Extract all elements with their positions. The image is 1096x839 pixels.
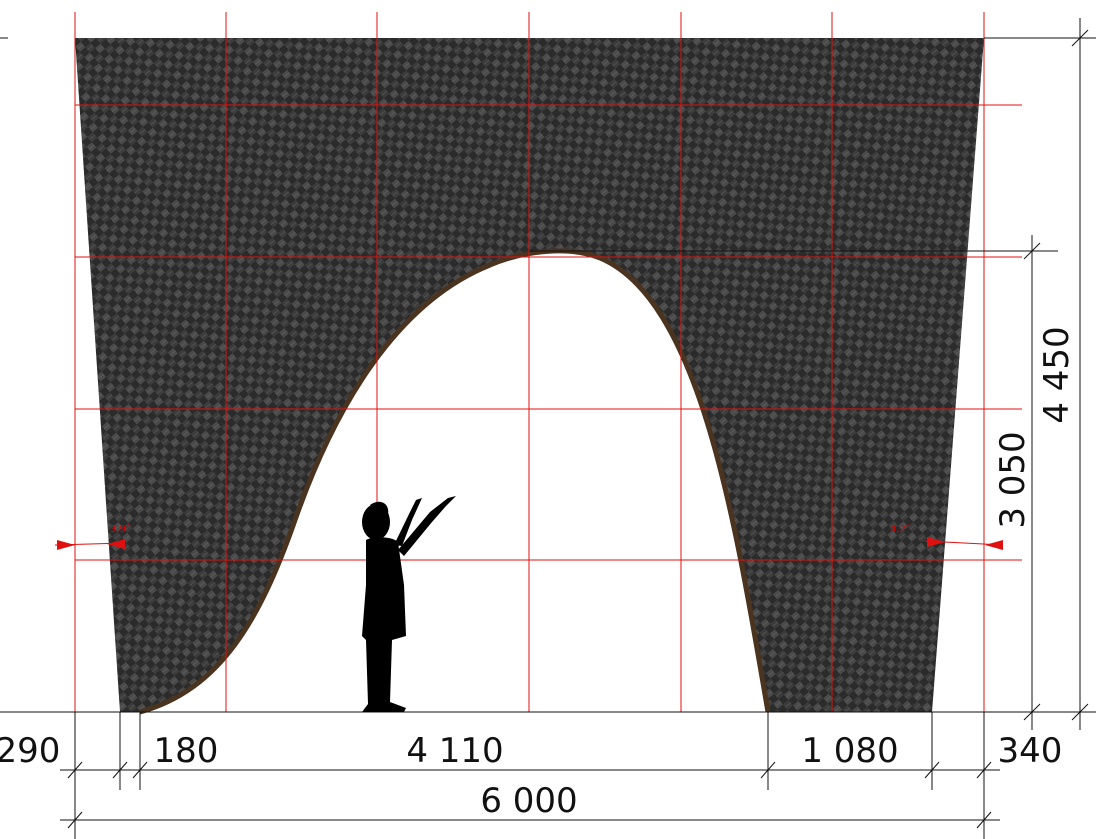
dim-right-offset: 340 xyxy=(998,731,1063,771)
carbon-panel xyxy=(75,38,984,712)
left-angle-marker: 3,9° xyxy=(54,524,131,550)
reference-lines xyxy=(0,37,1096,713)
dim-opening-width: 4 110 xyxy=(406,731,503,771)
left-angle-label: 3,9° xyxy=(110,524,131,535)
width-dimension-chain xyxy=(60,712,1000,839)
dim-opening-height: 3 050 xyxy=(993,431,1033,528)
dim-left-taper: 180 xyxy=(154,731,219,771)
dim-right-leg: 1 080 xyxy=(801,731,898,771)
dim-total-height: 4 450 xyxy=(1037,326,1077,423)
dim-total-width: 6 000 xyxy=(480,781,577,821)
right-angle-marker: 4,2° xyxy=(890,524,1004,550)
child-silhouette-icon xyxy=(362,496,456,712)
dim-left-offset: 290 xyxy=(0,731,60,771)
right-angle-label: 4,2° xyxy=(890,524,911,535)
arch-edge xyxy=(139,248,771,715)
height-dimension-chain xyxy=(1023,18,1089,730)
